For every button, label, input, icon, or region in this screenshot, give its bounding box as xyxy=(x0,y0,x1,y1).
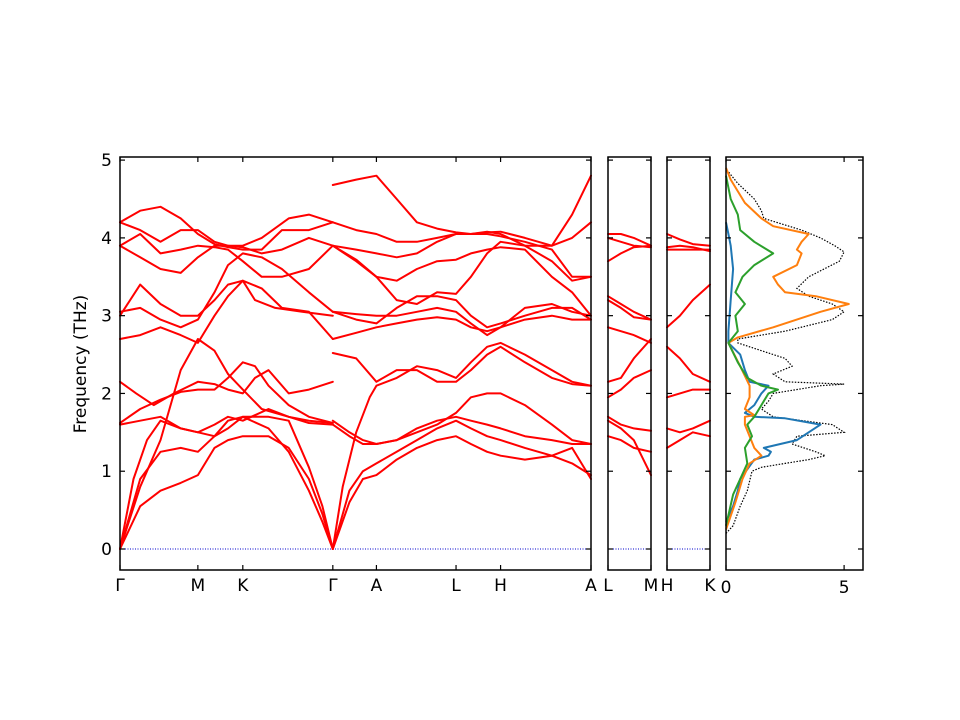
band-curve-3 xyxy=(607,415,652,432)
band-curve-5 xyxy=(607,338,652,383)
band-curve-11 xyxy=(607,233,652,247)
band-curve-8 xyxy=(607,299,652,321)
band-panel-1: 0 1 2 3 4 5 Γ M K Γ A L H A xyxy=(101,151,597,596)
band-curve-8 xyxy=(666,233,711,247)
band-curve-25 xyxy=(331,240,592,305)
high-symmetry-label: H xyxy=(661,576,674,596)
band-curve-12 xyxy=(119,233,334,278)
y-axis-label: Frequency (THz) xyxy=(71,295,91,434)
y-tick-label: 2 xyxy=(101,384,112,404)
high-symmetry-label: L xyxy=(603,576,613,596)
band-curve-7 xyxy=(666,244,711,253)
dos-total-curve xyxy=(725,171,846,534)
y-tick-label: 5 xyxy=(101,151,112,171)
band-curve-23 xyxy=(331,295,592,329)
high-symmetry-label: K xyxy=(704,576,716,596)
band-curve-24 xyxy=(331,244,592,317)
band-curve-19 xyxy=(331,341,592,550)
band-curve-20 xyxy=(331,345,592,387)
dos-series-3 xyxy=(725,175,779,526)
band-curve-5 xyxy=(119,361,334,424)
high-symmetry-label: M xyxy=(644,576,659,596)
high-symmetry-label: A xyxy=(585,576,597,596)
band-curve-14 xyxy=(119,205,334,251)
band-curve-7 xyxy=(119,338,334,550)
band-curve-6 xyxy=(607,326,652,344)
high-symmetry-label: Γ xyxy=(328,576,338,596)
y-tick-label: 1 xyxy=(101,462,112,482)
high-symmetry-label: M xyxy=(191,576,206,596)
dos-x-tick-label: 0 xyxy=(721,578,732,598)
band-curve-13 xyxy=(119,213,334,247)
band-curve-16 xyxy=(331,419,592,550)
high-symmetry-label: L xyxy=(451,576,461,596)
high-symmetry-label: A xyxy=(371,576,383,596)
band-curve-5 xyxy=(666,283,711,329)
band-curve-15 xyxy=(331,435,592,550)
band-curve-18 xyxy=(331,392,592,445)
high-symmetry-label: H xyxy=(494,576,507,596)
band-curve-3 xyxy=(119,415,334,550)
band-curve-2 xyxy=(119,415,334,550)
y-tick-label: 0 xyxy=(101,540,112,560)
band-curve-9 xyxy=(607,244,652,263)
dos-x-tick-label: 5 xyxy=(839,578,850,598)
y-tick-label: 4 xyxy=(101,229,112,249)
high-symmetry-label: Γ xyxy=(115,576,125,596)
band-curve-4 xyxy=(607,369,652,399)
y-tick-label: 3 xyxy=(101,307,112,327)
band-curve-17 xyxy=(331,415,592,445)
dos-frame xyxy=(725,156,864,571)
band-curve-9 xyxy=(119,279,334,317)
band-curve-2 xyxy=(666,419,711,434)
band-curve-1 xyxy=(119,435,334,550)
band-curve-26 xyxy=(331,233,592,278)
band-curve-6 xyxy=(119,369,334,407)
band-curve-2 xyxy=(607,419,652,477)
panel-frame xyxy=(666,156,711,571)
band-curve-4 xyxy=(666,345,711,383)
band-curve-22 xyxy=(331,306,592,337)
dos-series-2 xyxy=(725,167,850,530)
band-curve-21 xyxy=(331,303,592,340)
band-curve-7 xyxy=(607,295,652,321)
band-curve-28 xyxy=(331,174,592,247)
panel-frame xyxy=(607,156,652,571)
band-curve-3 xyxy=(666,388,711,399)
band-curve-10 xyxy=(119,252,334,329)
band-curve-10 xyxy=(607,236,652,249)
band-curve-1 xyxy=(607,435,652,453)
high-symmetry-label: K xyxy=(237,576,249,596)
band-curve-1 xyxy=(666,431,711,449)
panel-frame xyxy=(119,156,592,571)
